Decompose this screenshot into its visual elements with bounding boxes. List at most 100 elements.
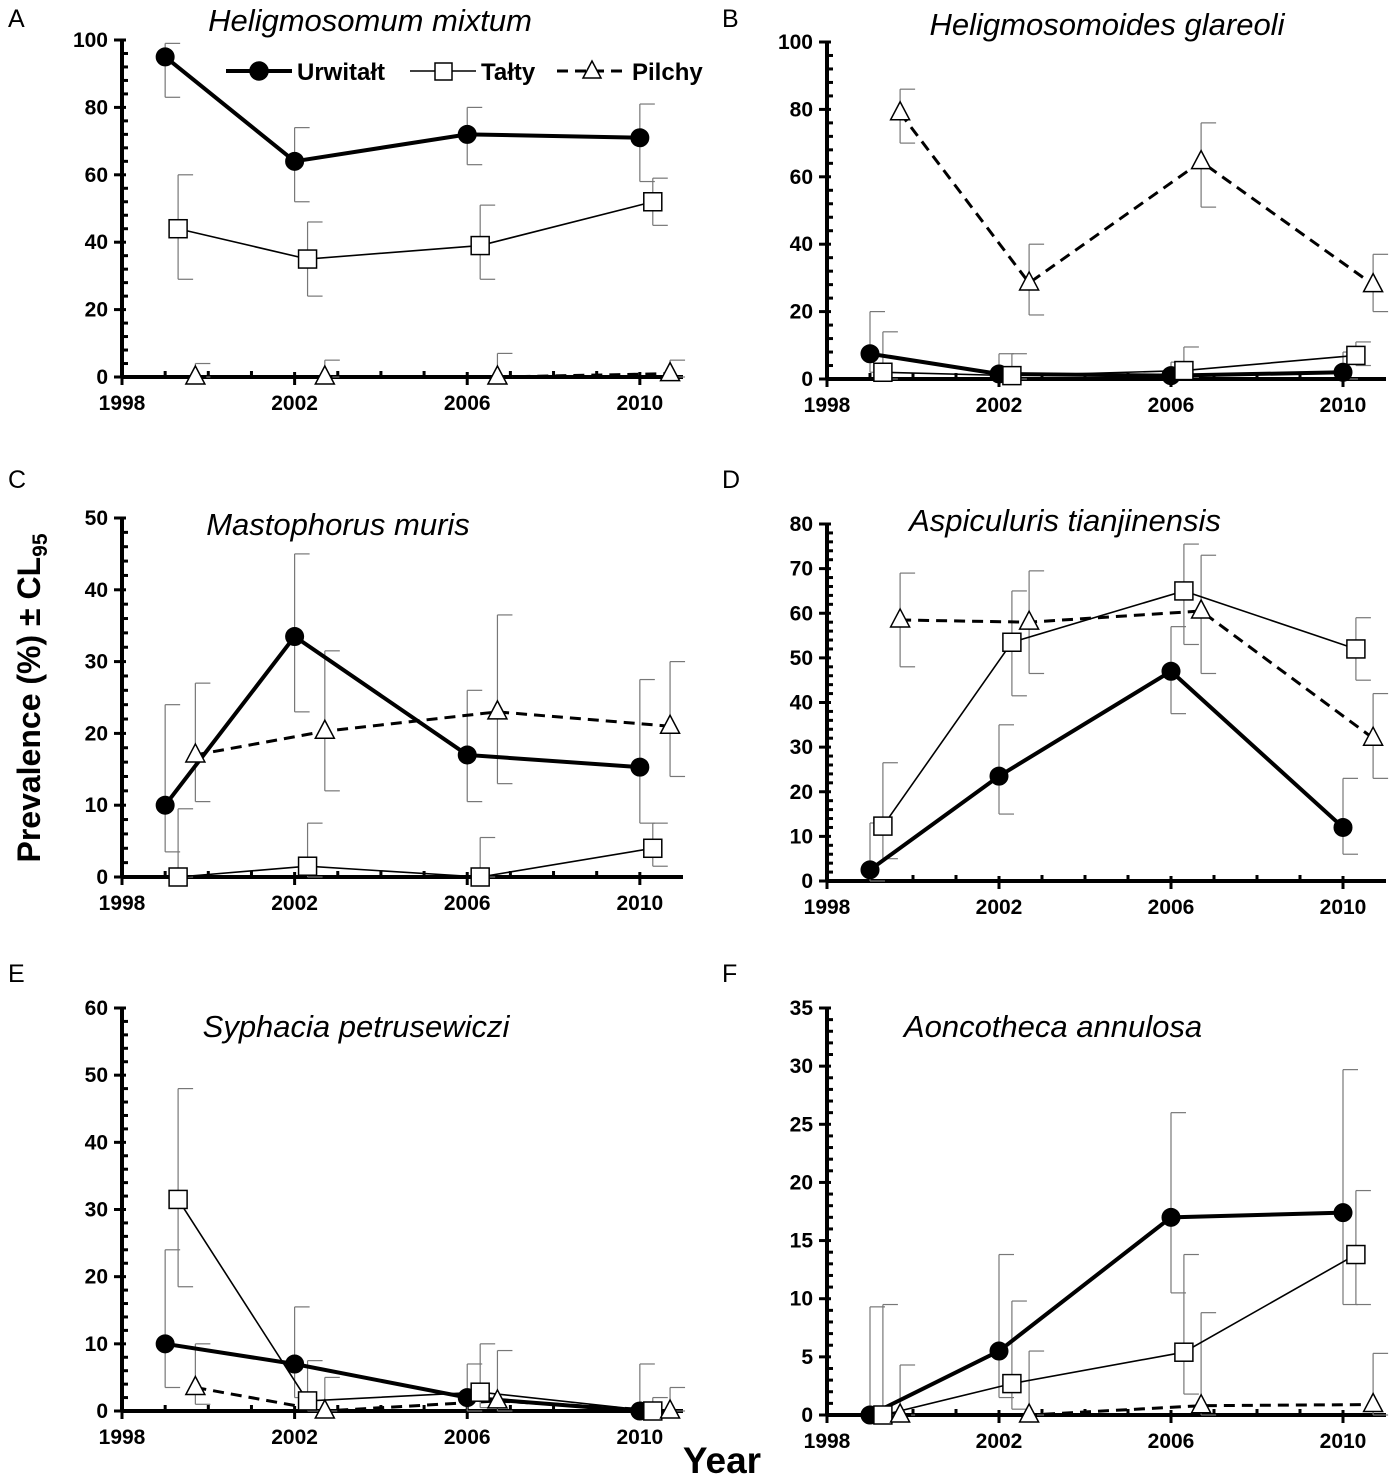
y-tick-label: 10 [790, 825, 813, 848]
y-tick-label: 0 [801, 870, 813, 893]
y-tick-label: 0 [96, 366, 108, 389]
point-urwitalt [989, 766, 1009, 786]
point-pilchy [314, 1398, 336, 1419]
series-line-pilchy [900, 1403, 1374, 1417]
panel-letter: F [722, 960, 737, 988]
y-tick-label: 40 [790, 692, 813, 715]
panel-f: F Aoncotheca annulosa 0 5 10 15 20 25 30 35 1998 20… [722, 960, 1389, 1453]
panel-title: Heligmosomoides glareoli [930, 7, 1286, 42]
point-urwitalt [285, 1354, 305, 1374]
y-tick-label: 40 [85, 1131, 108, 1154]
series-line-urwitalt [163, 55, 640, 164]
point-talty [297, 856, 318, 876]
point-talty [643, 1401, 663, 1421]
point-pilchy [184, 742, 207, 763]
panel-d: D Aspiculuris tianjinensis 0 10 20 30 40 50 60 70… [722, 466, 1389, 919]
x-tick-label: 2010 [1320, 1430, 1367, 1453]
point-pilchy [1362, 272, 1384, 293]
panel-letter: E [8, 960, 25, 988]
point-pilchy [184, 1374, 207, 1396]
panel-title: Syphacia petrusewiczi [203, 1009, 511, 1044]
y-tick-label: 10 [85, 794, 108, 817]
point-urwitalt [630, 128, 650, 148]
point-pilchy [1190, 598, 1212, 619]
x-tick-label: 2010 [1320, 896, 1367, 919]
series-line-urwitalt [164, 1341, 641, 1413]
series-line-pilchy [195, 372, 671, 379]
panel-title: Aspiculuris tianjinensis [907, 503, 1221, 538]
legend-marker-talty [434, 62, 453, 81]
y-tick-label: 60 [85, 164, 108, 187]
panel-letter: C [8, 466, 26, 494]
point-urwitalt [1333, 817, 1353, 837]
point-pilchy [659, 1398, 681, 1419]
x-tick-label: 1998 [804, 1430, 851, 1453]
y-tick-label: 15 [790, 1230, 814, 1253]
x-tick-label: 2002 [976, 394, 1023, 417]
y-tick-label: 0 [801, 1404, 813, 1427]
y-tick-label: 25 [790, 1113, 814, 1136]
point-urwitalt [860, 344, 880, 364]
y-tick-label: 40 [85, 579, 108, 602]
series-line-pilchy [195, 710, 671, 757]
point-pilchy [889, 1402, 911, 1423]
y-tick-label: 40 [85, 231, 108, 254]
y-axis-title-subscript: 95 [29, 533, 52, 557]
y-tick-label: 0 [801, 368, 813, 391]
panel-title: Mastophorus muris [206, 507, 470, 542]
panel-b: B Heligmosomoides glareoli 0 20 40 60 80 100 199… [722, 5, 1389, 417]
x-tick-label: 2002 [271, 892, 318, 915]
point-pilchy [1018, 609, 1040, 630]
y-tick-label: 100 [778, 31, 813, 54]
x-tick-label: 2006 [444, 892, 491, 915]
panel-title: Aoncotheca annulosa [902, 1009, 1202, 1044]
point-talty [643, 838, 663, 859]
x-tick-label: 1998 [804, 394, 851, 417]
y-tick-label: 20 [790, 781, 813, 804]
y-tick-label: 100 [73, 29, 108, 52]
y-tick-label: 20 [85, 1266, 108, 1289]
point-talty [1346, 1244, 1366, 1265]
x-tick-label: 1998 [99, 1426, 146, 1449]
x-tick-label: 2002 [271, 392, 318, 415]
y-tick-label: 5 [801, 1346, 813, 1369]
point-talty [1174, 1342, 1194, 1362]
point-pilchy [486, 364, 509, 385]
point-talty [643, 192, 663, 212]
panel-letter: B [722, 5, 739, 33]
point-talty [168, 1189, 188, 1210]
point-urwitalt [285, 151, 305, 171]
y-tick-label: 60 [790, 602, 813, 625]
series-line-urwitalt [869, 351, 1344, 378]
point-talty [1002, 632, 1022, 653]
y-tick-label: 0 [96, 1400, 108, 1423]
point-talty [168, 218, 188, 239]
point-talty [873, 816, 893, 836]
point-urwitalt [155, 1334, 175, 1354]
legend-label-talty: Tałty [481, 59, 536, 86]
point-talty [297, 249, 318, 269]
point-talty [873, 1405, 893, 1425]
series-line-talty [882, 1253, 1357, 1416]
point-pilchy [1018, 270, 1040, 291]
y-tick-label: 30 [85, 1199, 108, 1222]
point-talty [470, 867, 490, 887]
x-tick-label: 2002 [271, 1426, 318, 1449]
panel-letter: D [722, 466, 740, 494]
x-tick-label: 2010 [1320, 394, 1367, 417]
y-tick-label: 10 [85, 1333, 108, 1356]
x-tick-label: 2006 [444, 392, 491, 415]
point-urwitalt [1333, 362, 1353, 382]
point-urwitalt [860, 860, 880, 880]
y-tick-label: 50 [790, 647, 813, 670]
x-tick-label: 1998 [99, 392, 146, 415]
series-line-talty [177, 1198, 653, 1412]
point-talty [1174, 581, 1194, 601]
point-pilchy [314, 364, 336, 385]
legend-label-urwitalt: Urwitałt [297, 59, 385, 86]
point-pilchy [889, 100, 911, 121]
point-pilchy [889, 607, 911, 628]
point-urwitalt [630, 757, 650, 777]
x-tick-label: 2010 [616, 1426, 663, 1449]
